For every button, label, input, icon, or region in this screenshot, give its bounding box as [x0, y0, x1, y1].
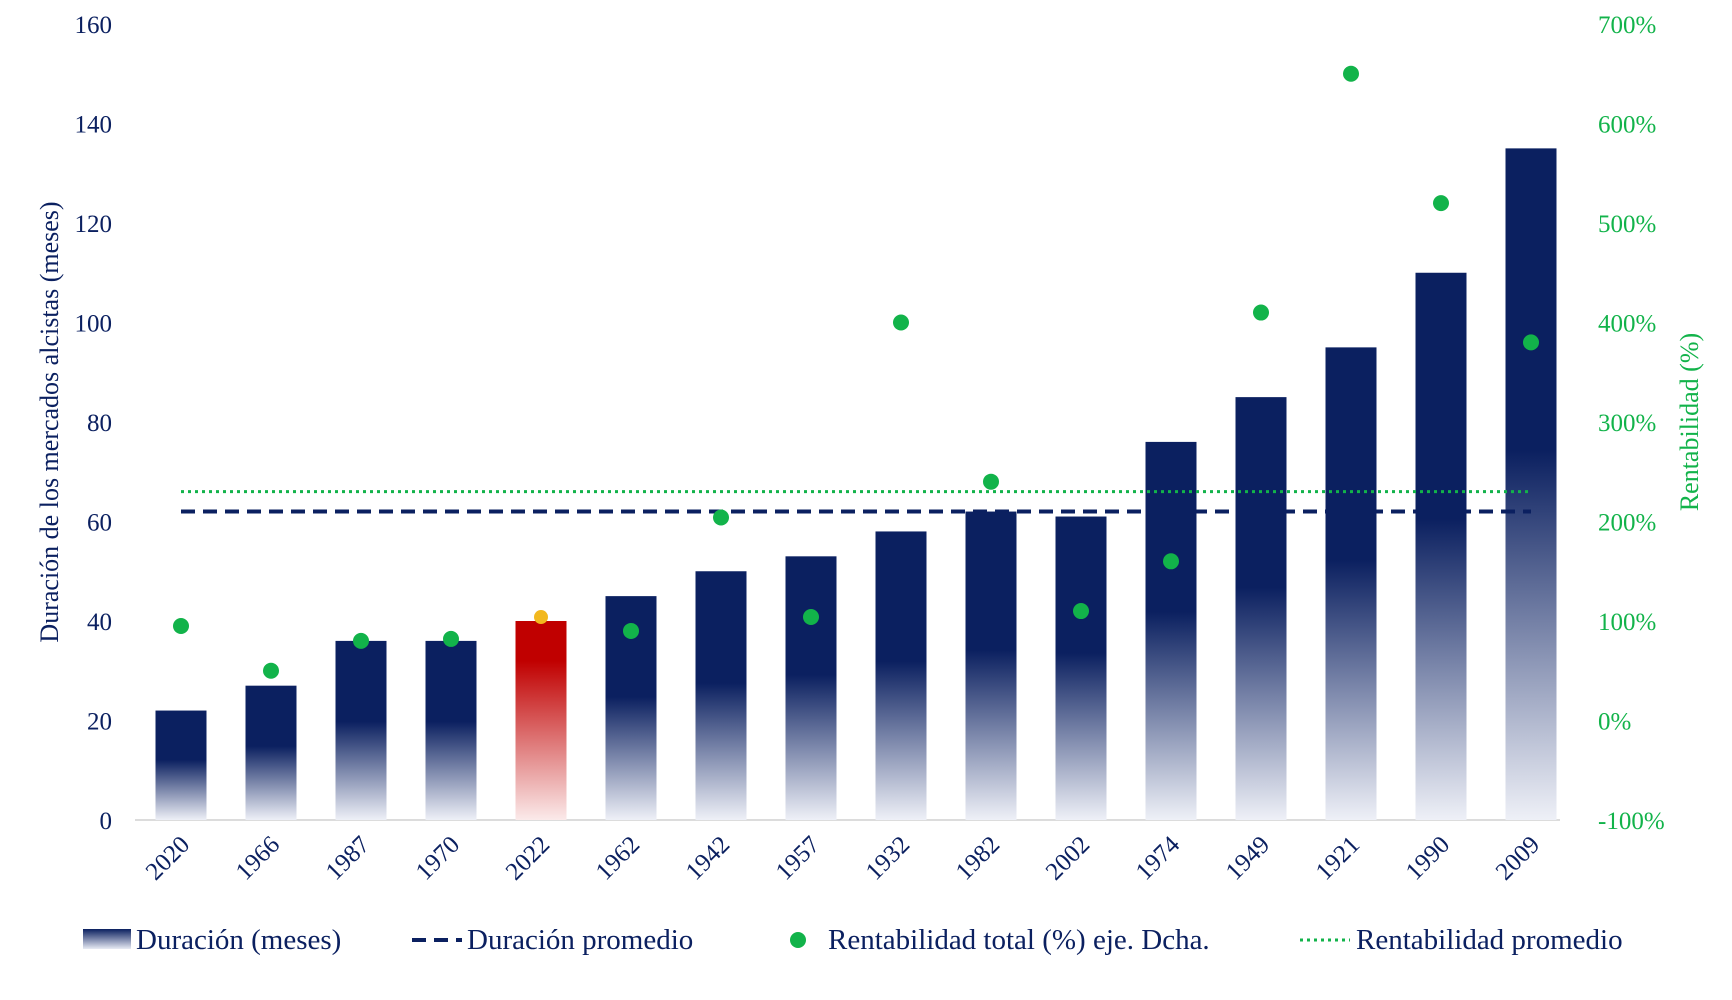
y-tick-right: -100%	[1598, 808, 1665, 835]
bar-1932	[875, 531, 927, 820]
legend: Duración (meses) Duración promedio Renta…	[83, 924, 1623, 956]
bar-1974	[1145, 441, 1197, 820]
x-tick-1921: 1921	[1311, 831, 1365, 885]
y-tick-right: 200%	[1598, 510, 1656, 537]
bar-1990	[1415, 272, 1467, 820]
return-point-1921	[1343, 65, 1359, 82]
return-point-1987	[353, 632, 369, 649]
legend-label-return: Rentabilidad total (%) eje. Dcha.	[828, 924, 1210, 956]
y-tick-left: 40	[87, 609, 112, 636]
y-tick-left: 0	[100, 808, 113, 835]
y-tick-left: 100	[75, 311, 113, 338]
y-tick-right: 500%	[1598, 211, 1656, 238]
return-point-1942	[713, 509, 729, 526]
y-tick-left: 60	[87, 510, 112, 537]
y-tick-right: 300%	[1598, 410, 1656, 437]
return-point-1970	[443, 630, 459, 647]
legend-item-return: Rentabilidad total (%) eje. Dcha.	[790, 924, 1210, 956]
legend-item-avg-return: Rentabilidad promedio	[1300, 924, 1623, 956]
legend-item-duration: Duración (meses)	[83, 924, 341, 956]
x-tick-1982: 1982	[951, 831, 1005, 885]
legend-label-duration: Duración (meses)	[136, 924, 341, 956]
bar-1942	[695, 571, 747, 820]
return-point-1966	[263, 662, 279, 679]
legend-swatch-duration	[83, 929, 131, 949]
y-tick-right: 400%	[1598, 311, 1656, 338]
x-tick-2020: 2020	[141, 831, 195, 885]
x-tick-1970: 1970	[411, 831, 465, 885]
y-axis-title-right: Rentabilidad (%)	[1675, 333, 1704, 511]
legend-label-avg-duration: Duración promedio	[467, 924, 693, 956]
average-lines	[181, 490, 1531, 514]
bar-1982	[965, 511, 1017, 820]
legend-label-avg-return: Rentabilidad promedio	[1356, 924, 1623, 956]
y-tick-right: 100%	[1598, 609, 1656, 636]
bar-2020	[155, 710, 207, 820]
return-point-2020	[173, 617, 189, 634]
y-tick-left: 140	[75, 112, 113, 139]
y-axis-left-ticks: 0 20 40 60 80 100 120 140 160	[75, 12, 113, 835]
bar-1949	[1235, 397, 1287, 820]
legend-item-avg-duration: Duración promedio	[412, 924, 693, 956]
return-point-1974	[1163, 553, 1179, 570]
y-tick-right: 0%	[1598, 709, 1631, 736]
return-point-2002	[1073, 603, 1089, 620]
bar-2022	[515, 621, 567, 820]
y-axis-right-ticks: -100% 0% 100% 200% 300% 400% 500% 600% 700%	[1598, 12, 1665, 835]
return-point-1962	[623, 622, 639, 639]
return-point-1982	[983, 473, 999, 490]
bar-2009	[1505, 148, 1557, 820]
scatter-series	[173, 65, 1539, 679]
x-tick-1949: 1949	[1221, 831, 1275, 885]
x-tick-2002: 2002	[1041, 831, 1095, 885]
bar-1957	[785, 556, 837, 820]
x-tick-1942: 1942	[681, 831, 735, 885]
y-tick-left: 160	[75, 12, 113, 39]
x-tick-1962: 1962	[591, 831, 645, 885]
bar-1921	[1325, 347, 1377, 820]
x-tick-2009: 2009	[1491, 831, 1545, 885]
y-tick-left: 20	[87, 709, 112, 736]
legend-swatch-return	[790, 932, 806, 948]
bar-1966	[245, 685, 297, 820]
return-point-1932	[893, 314, 909, 331]
x-tick-1932: 1932	[861, 831, 915, 885]
bar-2002	[1055, 516, 1107, 820]
return-point-2022	[534, 610, 548, 625]
x-tick-1957: 1957	[771, 831, 825, 885]
x-tick-1987: 1987	[321, 831, 375, 885]
x-tick-1990: 1990	[1401, 831, 1455, 885]
return-point-1957	[803, 609, 819, 626]
y-tick-right: 700%	[1598, 12, 1656, 39]
return-point-2009	[1523, 334, 1539, 351]
y-tick-left: 120	[75, 211, 113, 238]
x-axis-ticks: 2020 1966 1987 1970 2022 1962 1942 1957 1932 1982…	[141, 831, 1545, 886]
bar-1987	[335, 640, 387, 820]
y-tick-right: 600%	[1598, 112, 1656, 139]
y-axis-title-left: Duración de los mercados alcistas (meses…	[35, 201, 64, 642]
return-point-1990	[1433, 195, 1449, 212]
bar-1970	[425, 640, 477, 820]
y-tick-left: 80	[87, 410, 112, 437]
x-tick-1966: 1966	[231, 831, 285, 885]
bar-series	[155, 148, 1557, 820]
x-tick-2022: 2022	[501, 831, 555, 885]
return-point-1949	[1253, 304, 1269, 321]
x-tick-1974: 1974	[1131, 831, 1186, 886]
